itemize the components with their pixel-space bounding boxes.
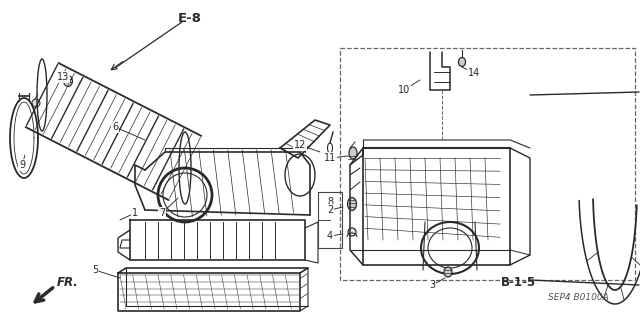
Text: 3: 3 <box>429 280 435 290</box>
Text: 8: 8 <box>327 197 333 207</box>
Ellipse shape <box>348 197 356 211</box>
Text: 12: 12 <box>294 140 306 150</box>
Text: 10: 10 <box>398 85 410 95</box>
Text: 13: 13 <box>57 72 69 82</box>
Text: FR.: FR. <box>57 277 79 290</box>
Text: 7: 7 <box>159 208 165 218</box>
Text: 1: 1 <box>132 208 138 218</box>
Bar <box>340 48 635 280</box>
Text: 9: 9 <box>19 160 25 170</box>
Ellipse shape <box>348 228 356 236</box>
Text: 6: 6 <box>112 122 118 132</box>
Ellipse shape <box>32 99 40 107</box>
Text: B-1-5: B-1-5 <box>500 277 536 290</box>
Text: 4: 4 <box>327 231 333 241</box>
Text: SEP4 B0100A: SEP4 B0100A <box>548 293 609 302</box>
Text: E-8: E-8 <box>178 11 202 25</box>
Ellipse shape <box>444 267 452 277</box>
Text: 5: 5 <box>92 265 98 275</box>
Text: 11: 11 <box>324 153 336 163</box>
Ellipse shape <box>63 76 72 86</box>
Ellipse shape <box>458 57 465 66</box>
Ellipse shape <box>349 147 357 159</box>
Text: 14: 14 <box>468 68 480 78</box>
Text: 2: 2 <box>327 205 333 215</box>
